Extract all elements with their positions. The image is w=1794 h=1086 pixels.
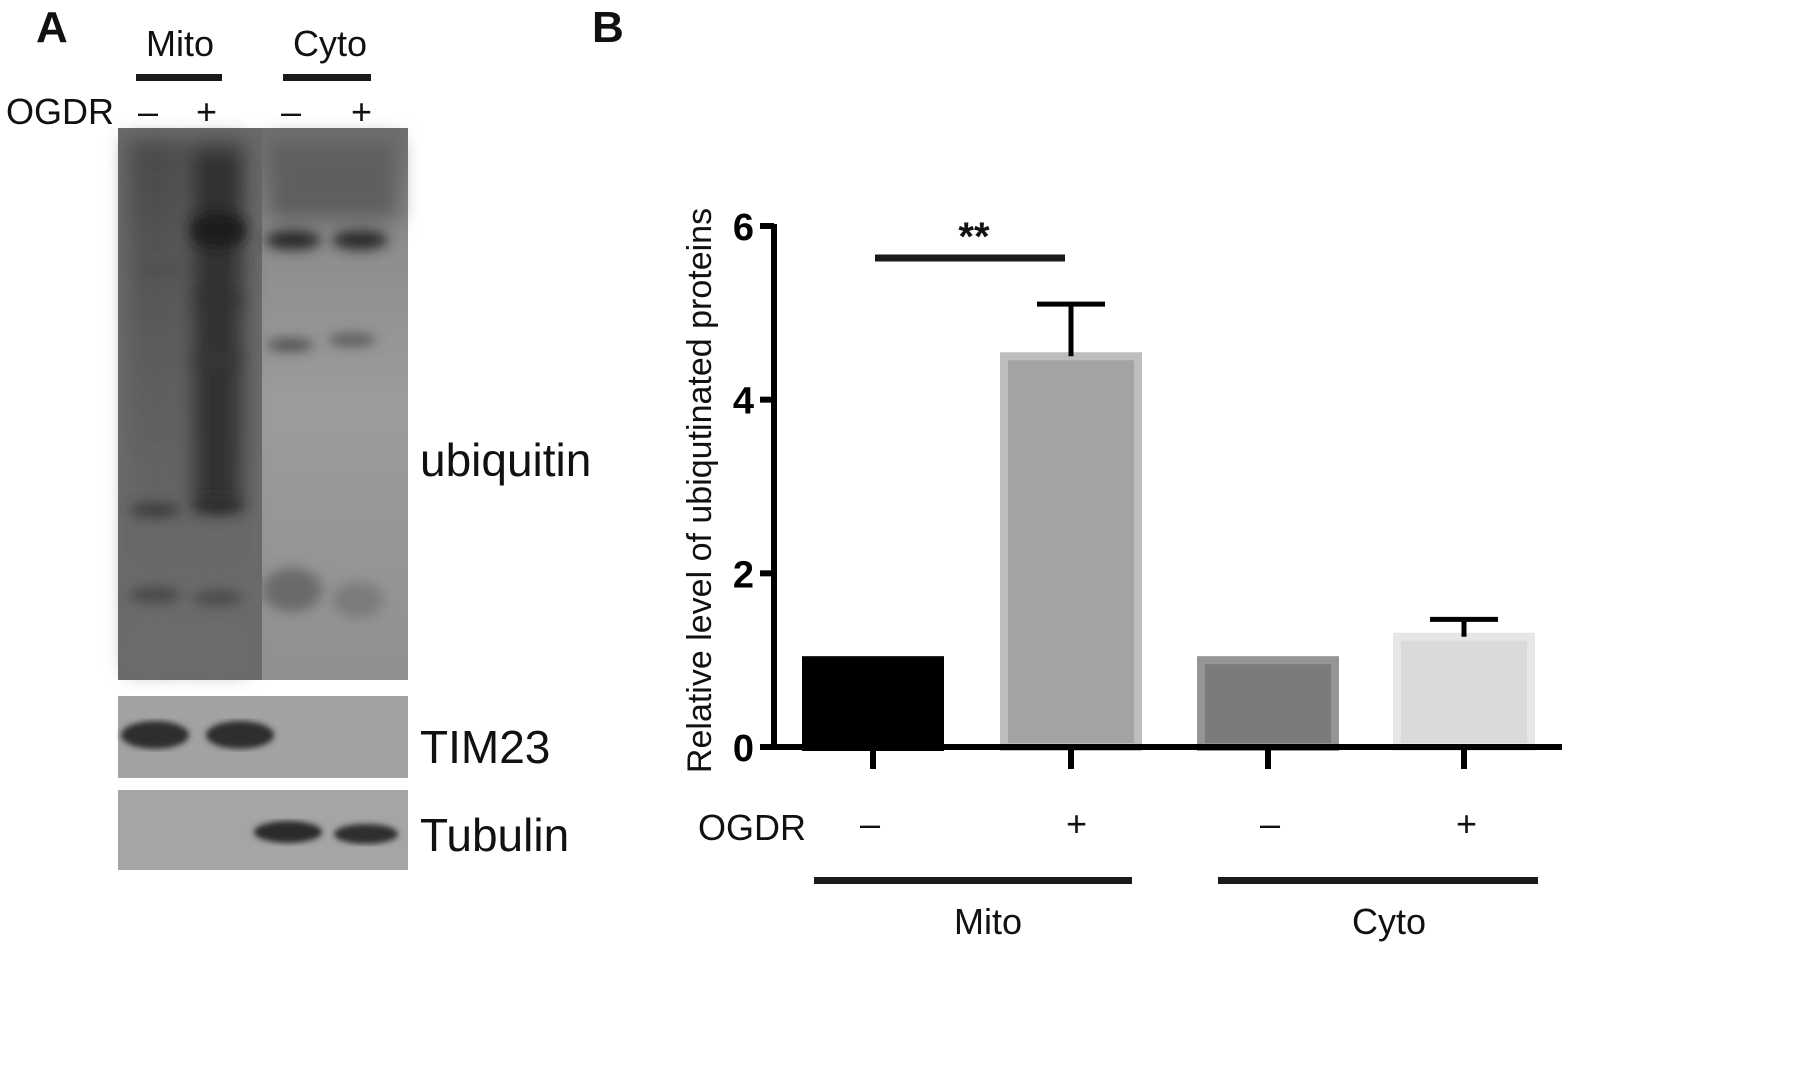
- y-axis-label: Relative level of ubiqutinated proteins: [681, 208, 719, 773]
- group-label-mito: Mito: [146, 23, 215, 64]
- ogdr-row-label: OGDR: [6, 91, 114, 132]
- blot-label-tubulin: Tubulin: [420, 809, 570, 861]
- chart-sign-4: +: [1456, 803, 1478, 844]
- tim23-blot: [118, 696, 408, 778]
- lane-sign-4: +: [351, 91, 373, 132]
- lane-sign-1: –: [138, 91, 159, 132]
- significance-label-1: **: [958, 215, 990, 259]
- y-tick-label-1: 2: [733, 554, 754, 596]
- bar-2: [1000, 352, 1142, 751]
- chart-group-line-cyto: [1218, 877, 1538, 884]
- y-tick-label-0: 0: [733, 728, 754, 770]
- bar-4: [1393, 632, 1535, 752]
- chart-sign-1: –: [860, 803, 881, 844]
- chart-sign-3: –: [1260, 803, 1281, 844]
- bar-1: [802, 656, 944, 752]
- panel-b-letter: B: [592, 3, 624, 52]
- chart-group-label-cyto: Cyto: [1352, 901, 1427, 942]
- blot-label-tim23: TIM23: [420, 721, 551, 773]
- chart-ogdr-row-label: OGDR: [698, 807, 806, 848]
- lane-sign-3: –: [281, 91, 302, 132]
- blot-label-ubiquitin: ubiquitin: [420, 434, 592, 486]
- ubiquitin-blot: [118, 128, 408, 680]
- chart-group-line-mito: [814, 877, 1132, 884]
- blot-images: [118, 128, 408, 870]
- group-line-mito: [136, 74, 222, 81]
- y-tick-label-3: 6: [733, 207, 754, 249]
- group-label-cyto: Cyto: [293, 23, 368, 64]
- panel-a-letter: A: [36, 3, 68, 52]
- group-line-cyto: [283, 74, 371, 81]
- lane-sign-2: +: [196, 91, 218, 132]
- y-tick-label-2: 4: [733, 381, 754, 423]
- tubulin-blot: [118, 790, 408, 870]
- bar-3: [1197, 656, 1339, 752]
- chart-sign-2: +: [1066, 803, 1088, 844]
- chart-group-label-mito: Mito: [954, 901, 1023, 942]
